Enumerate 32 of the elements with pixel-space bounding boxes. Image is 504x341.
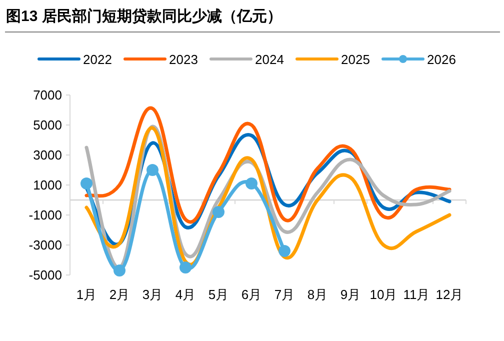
x-tick-label: 2月 [109, 287, 130, 302]
point [114, 264, 126, 276]
point [246, 178, 258, 190]
y-tick-label: 3000 [33, 148, 62, 162]
legend-label: 2026 [427, 52, 456, 67]
point [146, 164, 158, 176]
x-tick-label: 8月 [307, 287, 328, 302]
y-tick-label: -3000 [28, 238, 62, 252]
point [278, 245, 290, 257]
x-tick-label: 6月 [241, 287, 262, 302]
point [180, 262, 192, 274]
point [80, 178, 92, 190]
legend-label: 2022 [83, 52, 112, 67]
point [212, 206, 224, 218]
legend-label: 2024 [255, 52, 284, 67]
y-tick-label: -5000 [28, 268, 62, 282]
legend-label: 2023 [169, 52, 198, 67]
x-tick-label: 12月 [436, 287, 464, 302]
x-tick-label: 10月 [370, 287, 398, 302]
y-tick-label: 7000 [33, 88, 62, 102]
legend-label: 2025 [341, 52, 370, 67]
y-tick-label: -1000 [28, 208, 62, 222]
x-tick-label: 7月 [274, 287, 295, 302]
x-tick-label: 1月 [76, 287, 97, 302]
x-tick-label: 4月 [175, 287, 196, 302]
x-tick-label: 11月 [403, 287, 430, 302]
x-tick-label: 9月 [340, 287, 361, 302]
y-tick-label: 1000 [33, 178, 62, 192]
chart-title: 图13 居民部门短期贷款同比少减（亿元） [6, 7, 282, 25]
y-tick-label: 5000 [33, 118, 62, 132]
x-tick-label: 3月 [142, 287, 163, 302]
x-tick-label: 5月 [208, 287, 229, 302]
